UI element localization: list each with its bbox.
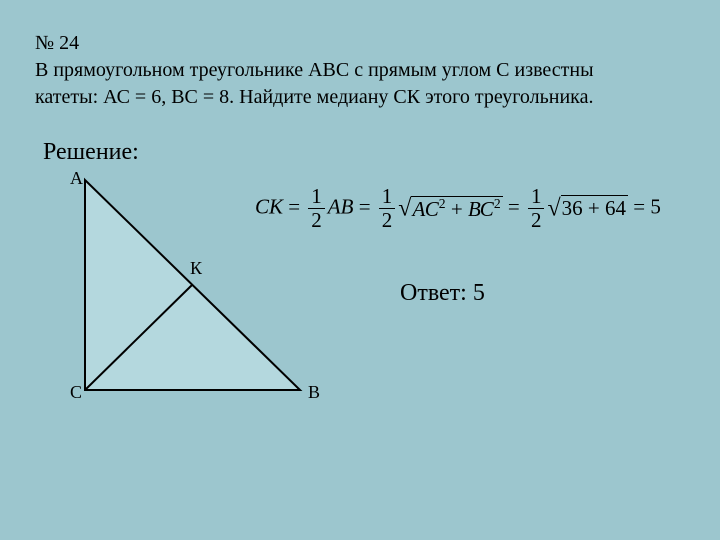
radical-2: √ (547, 195, 560, 221)
problem-number: № 24 (35, 30, 685, 57)
frac3-top: 1 (528, 185, 545, 209)
eq3: = (503, 194, 525, 218)
frac2-bot: 2 (379, 209, 396, 232)
formula-ab: АВ (328, 194, 354, 218)
frac-half-1: 12 (308, 185, 325, 232)
sqrt1-ac: АС (412, 197, 438, 221)
formula: СК = 12АВ = 12√АС2 + ВС2 = 12√36 + 64 = … (255, 185, 661, 232)
vertex-label-a: А (70, 168, 83, 189)
answer-label: Ответ: (400, 280, 473, 306)
sqrt1-ac-exp: 2 (439, 196, 446, 211)
frac3-bot: 2 (528, 209, 545, 232)
problem-text-line1: В прямоугольном треугольнике АВС с прямы… (35, 57, 675, 84)
sqrt1-bc-exp: 2 (494, 196, 501, 211)
sqrt2-64: 64 (605, 196, 626, 220)
frac-half-2: 12 (379, 185, 396, 232)
frac1-bot: 2 (308, 209, 325, 232)
sqrt2-36: 36 (562, 196, 583, 220)
answer-value: 5 (473, 280, 485, 306)
eq2: = (353, 194, 375, 218)
sqrt1-bc: ВС (468, 197, 494, 221)
frac1-top: 1 (308, 185, 325, 209)
vertex-label-b: В (308, 382, 320, 403)
vertex-label-c: С (70, 382, 82, 403)
eq4: = (628, 194, 650, 218)
sqrt-1: АС2 + ВС2 (411, 196, 502, 222)
formula-lhs: СК (255, 194, 283, 218)
problem-text-line2: катеты: АС = 6, ВС = 8. Найдите медиану … (35, 84, 675, 111)
answer: Ответ: 5 (400, 280, 485, 307)
radical-1: √ (398, 195, 411, 221)
sqrt-2: 36 + 64 (561, 196, 628, 221)
sqrt1-plus: + (446, 197, 468, 221)
frac2-top: 1 (379, 185, 396, 209)
sqrt2-plus: + (583, 196, 605, 220)
vertex-label-k: К (190, 258, 202, 279)
frac-half-3: 12 (528, 185, 545, 232)
eq1: = (283, 194, 305, 218)
solution-header: Решение: (43, 139, 685, 166)
slide-root: № 24 В прямоугольном треугольнике АВС с … (0, 0, 720, 540)
formula-result: 5 (650, 194, 661, 218)
